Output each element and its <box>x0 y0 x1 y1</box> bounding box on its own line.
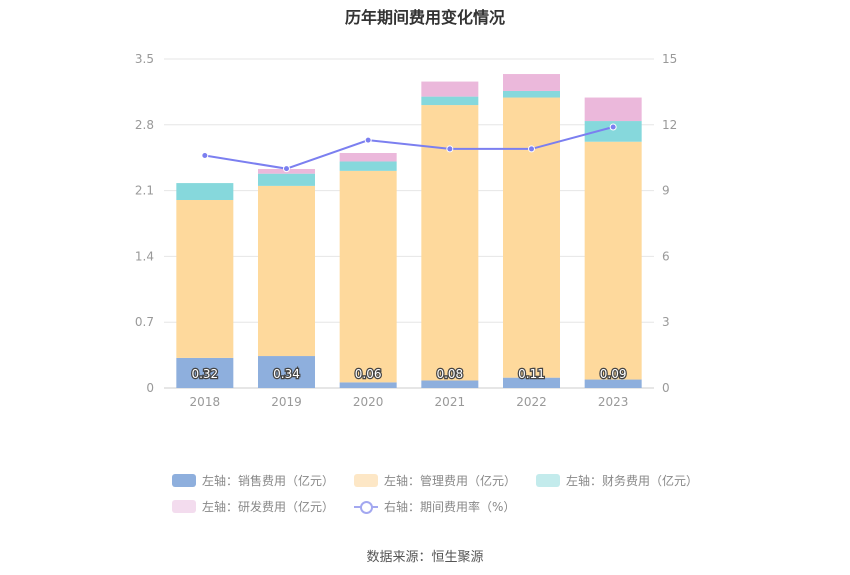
bar-segment <box>176 183 234 200</box>
bar-segment <box>503 74 560 91</box>
bar-segment <box>176 200 234 358</box>
bar-segment <box>176 357 234 388</box>
y-left-tick-label: 0 <box>146 381 154 395</box>
legend-item-admin[interactable]: 左轴：管理费用（亿元） <box>354 472 516 489</box>
legend-label-expense-ratio: 右轴：期间费用率（%） <box>384 500 516 514</box>
bar-segment <box>584 379 642 388</box>
y-left-tick-label: 0.7 <box>135 315 154 329</box>
data-source: 数据来源：恒生聚源 <box>366 550 484 565</box>
x-tick-label: 2023 <box>598 395 629 409</box>
bar-segment <box>584 121 642 142</box>
x-tick-label: 2020 <box>353 395 384 409</box>
legend-item-rnd[interactable]: 左轴：研发费用（亿元） <box>172 498 334 515</box>
legend-label-finance: 左轴：财务费用（亿元） <box>566 474 699 488</box>
legend-swatch-rnd <box>172 500 196 513</box>
bar-data-label: 0.06 <box>355 367 382 381</box>
chart-title: 历年期间费用变化情况 <box>344 8 505 27</box>
bar-segment <box>421 81 479 97</box>
bar-segment <box>258 356 315 388</box>
legend-swatch-admin <box>354 474 379 487</box>
bar-data-label: 0.34 <box>273 367 300 381</box>
y-right-tick-label: 15 <box>662 52 677 66</box>
y-right-tick-label: 0 <box>662 381 670 395</box>
y-right-tick-label: 12 <box>662 118 677 132</box>
y-left-tick-label: 3.5 <box>135 52 154 66</box>
bar-segment <box>258 185 315 357</box>
legend-label-rnd: 左轴：研发费用（亿元） <box>202 500 335 514</box>
expense-ratio-point <box>446 145 454 153</box>
y-right-tick-label: 3 <box>662 315 670 329</box>
y-right-tick-label: 9 <box>662 184 670 198</box>
x-tick-label: 2019 <box>271 395 302 409</box>
bar-segment <box>258 173 315 186</box>
y-left-tick-label: 2.8 <box>135 118 154 132</box>
y-left-tick-label: 1.4 <box>135 249 154 263</box>
bar-segment <box>503 377 560 388</box>
expense-ratio-point <box>609 123 617 131</box>
x-tick-label: 2021 <box>435 395 466 409</box>
x-tick-label: 2018 <box>190 395 221 409</box>
expense-ratio-point <box>283 165 290 173</box>
legend-item-finance[interactable]: 左轴：财务费用（亿元） <box>536 472 698 489</box>
bar-segment <box>339 382 397 388</box>
legend-item-expense-ratio[interactable]: 右轴：期间费用率（%） <box>354 498 515 515</box>
bar-segment <box>503 90 560 98</box>
bar-segment <box>584 141 642 380</box>
expense-ratio-point <box>528 145 535 153</box>
bar-data-label: 0.09 <box>600 367 627 381</box>
expense-ratio-point <box>201 152 209 160</box>
x-tick-label: 2022 <box>516 395 547 409</box>
bar-segment <box>339 161 397 171</box>
bar-data-label: 0.32 <box>191 367 218 381</box>
expense-ratio-point <box>364 136 372 144</box>
expense-ratio-line <box>204 126 614 170</box>
bar-segment <box>421 96 479 106</box>
bar-segment <box>584 97 642 122</box>
legend-label-admin: 左轴：管理费用（亿元） <box>384 474 517 488</box>
legend-swatch-finance <box>536 474 561 487</box>
bar-segment <box>339 153 397 162</box>
legend-item-sales[interactable]: 左轴：销售费用（亿元） <box>172 472 334 489</box>
bar-segment <box>503 97 560 378</box>
y-right-tick-label: 6 <box>662 249 670 263</box>
bar-data-label: 0.08 <box>436 367 463 381</box>
legend-label-sales: 左轴：销售费用（亿元） <box>202 474 335 488</box>
bar-data-label: 0.11 <box>518 367 545 381</box>
legend-swatch-sales <box>172 474 196 487</box>
y-left-tick-label: 2.1 <box>135 184 154 198</box>
legend-line-marker-icon <box>354 500 379 514</box>
bar-segment <box>421 380 479 388</box>
bar-segment <box>339 170 397 383</box>
